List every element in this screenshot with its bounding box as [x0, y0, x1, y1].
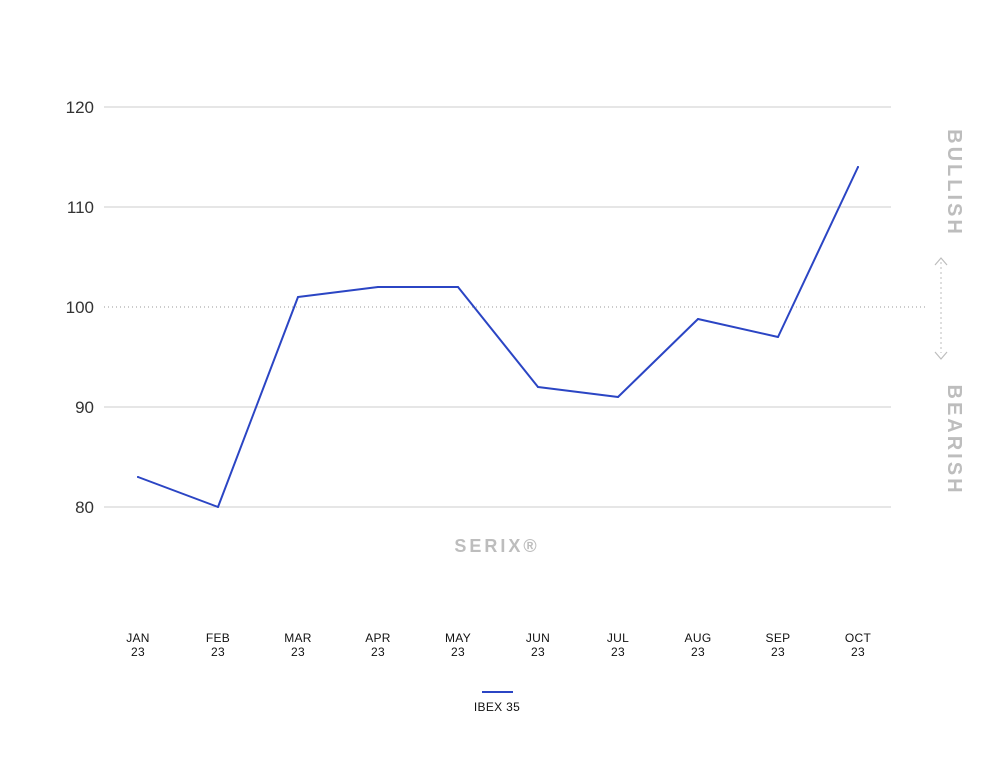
y-tick-label: 120: [66, 98, 94, 117]
series-line-0: [137, 166, 859, 508]
y-tick-label: 80: [75, 498, 94, 517]
watermark-text: SERIX®: [454, 536, 539, 556]
data-point: [217, 506, 219, 508]
data-point: [777, 336, 779, 338]
sentiment-indicator: BULLISH BEARISH: [934, 129, 965, 496]
y-tick-label: 110: [67, 198, 94, 217]
data-point: [697, 318, 699, 320]
bearish-label: BEARISH: [943, 384, 965, 495]
y-tick-label: 90: [75, 398, 94, 417]
x-tick-label: MAR 23: [284, 631, 312, 659]
series-layer: [137, 166, 859, 508]
data-point: [377, 286, 379, 288]
x-tick-label: SEP 23: [766, 631, 791, 659]
data-point: [617, 396, 619, 398]
x-tick-label: OCT 23: [845, 631, 872, 659]
bullish-label: BULLISH: [943, 129, 965, 237]
data-point: [537, 386, 539, 388]
x-tick-label: JUL 23: [607, 631, 629, 659]
x-tick-label: MAY 23: [445, 631, 471, 659]
x-tick-label: APR 23: [365, 631, 391, 659]
y-axis-ticks: 120 110 100 90 80: [66, 98, 94, 517]
grid-layer: [104, 106, 925, 508]
y-tick-label: 100: [66, 298, 94, 317]
x-axis-ticks: JAN 23 FEB 23 MAR 23 APR 23 MAY 23 JUN 23 JUL 23 AUG 23…: [126, 631, 871, 659]
x-tick-label: FEB 23: [206, 631, 230, 659]
x-tick-label: JAN 23: [126, 631, 150, 659]
x-tick-label: JUN 23: [526, 631, 550, 659]
data-point: [137, 476, 139, 478]
x-tick-label: AUG 23: [685, 631, 712, 659]
data-point: [457, 286, 459, 288]
arrow-down-icon: [934, 351, 948, 360]
arrow-up-icon: [934, 257, 948, 266]
legend-label-ibex-35: IBEX 35: [474, 700, 520, 714]
legend: IBEX 35: [474, 691, 520, 714]
data-point: [297, 296, 299, 298]
data-point: [857, 166, 859, 168]
